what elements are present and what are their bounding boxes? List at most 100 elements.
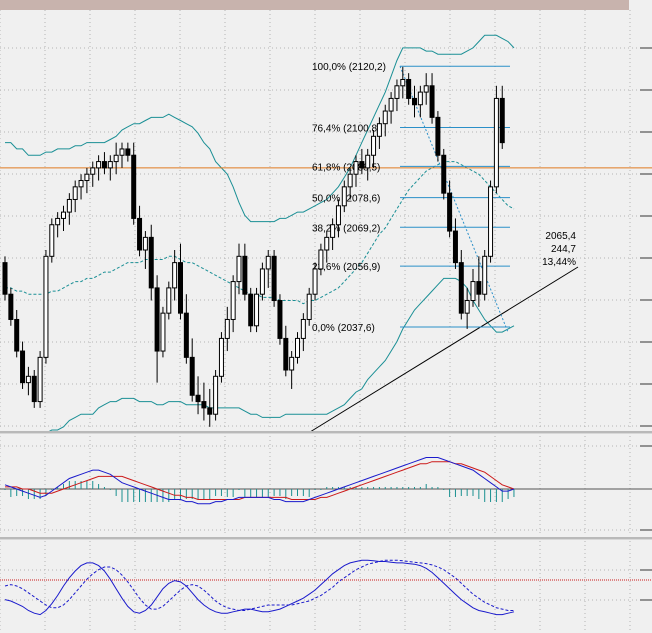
candle-body bbox=[96, 161, 102, 169]
candle-body bbox=[61, 211, 66, 219]
candle bbox=[96, 155, 102, 181]
candle bbox=[148, 224, 154, 301]
candle bbox=[259, 262, 265, 301]
candle bbox=[341, 180, 347, 213]
candle bbox=[365, 148, 371, 181]
candle-body bbox=[2, 262, 8, 295]
candle-body bbox=[476, 281, 482, 295]
candle-body bbox=[447, 192, 453, 232]
candle-body bbox=[417, 91, 423, 106]
candle-body bbox=[8, 293, 14, 320]
candle bbox=[119, 142, 125, 168]
candle-body bbox=[84, 173, 90, 182]
candle bbox=[271, 250, 277, 307]
candle-body bbox=[394, 85, 400, 99]
candle-body bbox=[25, 375, 31, 384]
candle-body bbox=[254, 293, 260, 327]
candle-body bbox=[31, 375, 37, 403]
candle bbox=[277, 294, 283, 345]
candle bbox=[382, 104, 388, 137]
candle bbox=[265, 250, 271, 288]
candle bbox=[113, 142, 119, 175]
candle-body bbox=[14, 318, 20, 352]
candle-body bbox=[213, 375, 219, 415]
candle-body bbox=[283, 337, 289, 371]
candle-body bbox=[119, 148, 125, 156]
candle-body bbox=[289, 356, 295, 371]
candle bbox=[394, 79, 400, 112]
candle bbox=[359, 148, 365, 175]
candle-body bbox=[207, 407, 213, 415]
candle bbox=[207, 388, 213, 427]
candle bbox=[14, 310, 20, 358]
price-panel: 100,0% (2120,2) 76,4% (2100,8) 61,8% (2088… bbox=[0, 10, 652, 434]
candle bbox=[213, 370, 219, 421]
candle bbox=[2, 256, 8, 301]
candles bbox=[2, 66, 505, 427]
candle bbox=[300, 313, 306, 352]
candle-body bbox=[271, 255, 277, 302]
candle-body bbox=[218, 337, 224, 377]
candle-body bbox=[388, 97, 394, 112]
candle-body bbox=[324, 236, 330, 251]
candle-body bbox=[131, 154, 137, 219]
candle-body bbox=[72, 186, 78, 200]
candle bbox=[72, 180, 78, 213]
candle-body bbox=[265, 255, 271, 270]
candle bbox=[154, 275, 160, 383]
candle bbox=[376, 117, 382, 149]
candle-body bbox=[78, 180, 84, 188]
candle bbox=[406, 73, 412, 105]
candle-body bbox=[142, 236, 148, 251]
candle bbox=[37, 351, 43, 408]
macd-line bbox=[4, 457, 515, 505]
candle bbox=[353, 155, 359, 187]
candle bbox=[20, 341, 26, 389]
candle bbox=[330, 218, 336, 250]
candle-body bbox=[300, 318, 306, 339]
candle-body bbox=[318, 249, 324, 270]
candle-body bbox=[230, 281, 236, 320]
candle bbox=[55, 212, 61, 238]
stoch-d-line bbox=[4, 559, 514, 611]
bollinger-upper-band bbox=[5, 34, 515, 223]
candle bbox=[125, 142, 131, 162]
candle-body bbox=[90, 167, 96, 175]
candle bbox=[417, 85, 423, 118]
stochastic-panel bbox=[0, 541, 652, 633]
candle-body bbox=[248, 293, 254, 327]
candle bbox=[458, 250, 464, 320]
candle-body bbox=[312, 268, 318, 295]
candle-body bbox=[160, 312, 166, 352]
candle-body bbox=[236, 255, 242, 283]
candle-body bbox=[464, 300, 470, 314]
candle-body bbox=[201, 401, 207, 409]
candle bbox=[254, 287, 260, 333]
fib-level-label: 0,0% (2037,6) bbox=[312, 323, 375, 334]
bollinger-middle-band bbox=[5, 161, 515, 305]
candle-body bbox=[499, 97, 505, 144]
trendline bbox=[309, 266, 579, 433]
candle-body bbox=[441, 154, 447, 194]
candle-body bbox=[125, 148, 131, 156]
candle bbox=[49, 218, 55, 263]
price-annotation-label: 244,7 bbox=[551, 244, 576, 255]
candle bbox=[441, 148, 447, 200]
candle bbox=[412, 85, 417, 118]
candle-body bbox=[189, 356, 195, 396]
candle bbox=[324, 231, 330, 263]
candle-body bbox=[435, 116, 441, 156]
candle-body bbox=[166, 287, 172, 314]
candle-body bbox=[43, 255, 49, 358]
candle bbox=[464, 287, 470, 329]
candle bbox=[482, 250, 488, 301]
price-annotation-label: 2065,4 bbox=[545, 231, 576, 242]
fib-level-label: 61,8% (2088,5) bbox=[312, 162, 380, 173]
candle-body bbox=[113, 154, 119, 163]
candle-body bbox=[482, 255, 488, 295]
candle-body bbox=[458, 262, 464, 314]
candle-body bbox=[376, 123, 382, 137]
candle bbox=[166, 281, 172, 320]
